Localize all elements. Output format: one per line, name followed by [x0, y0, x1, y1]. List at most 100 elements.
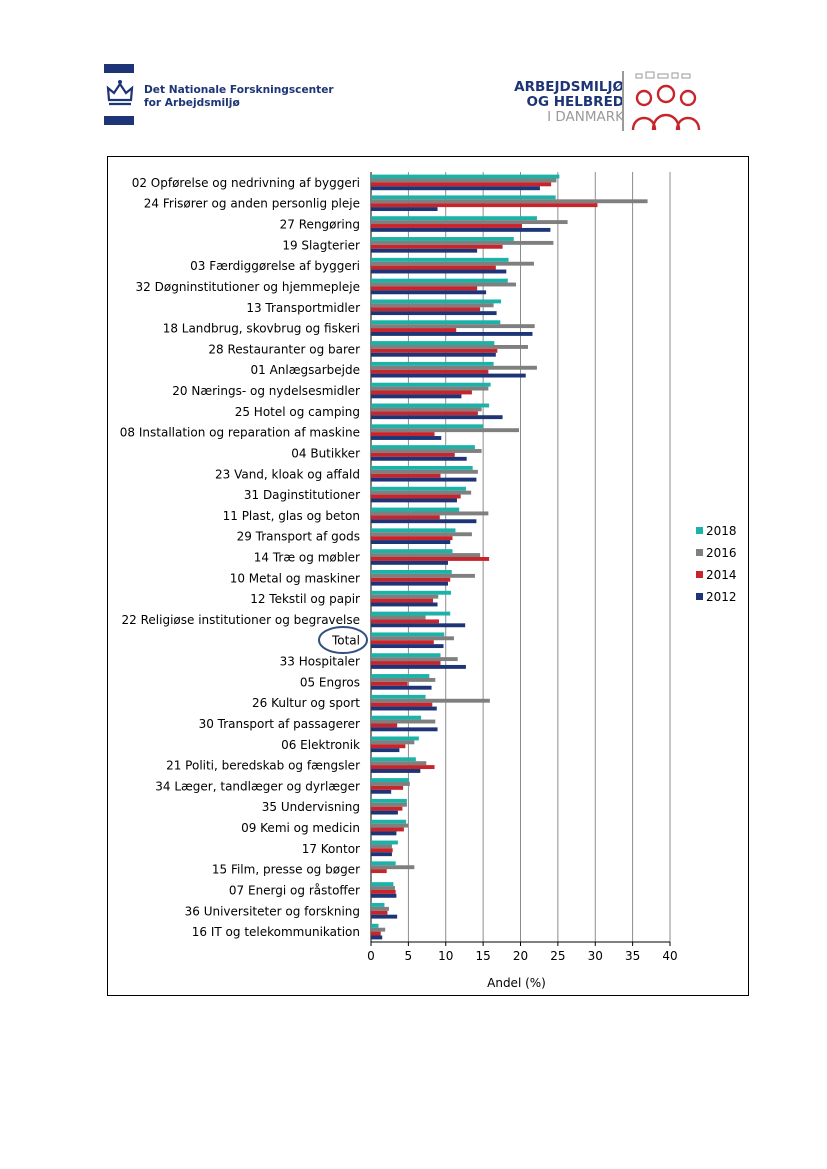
bar-2018 — [371, 715, 422, 720]
bar-2014 — [371, 328, 457, 332]
bar-2018 — [371, 570, 452, 574]
category-label: 12 Tekstil og papir — [250, 592, 360, 606]
category-label: 18 Landbrug, skovbrug og fiskeri — [163, 322, 360, 336]
ahd-title-line2: OG HELBRED — [526, 94, 625, 110]
bar-2018 — [371, 195, 556, 200]
legend-swatch — [696, 593, 703, 600]
bars — [371, 174, 648, 940]
bar-2016 — [371, 636, 454, 641]
ahd-title-line3: I DANMARK — [547, 109, 624, 125]
bar-2016 — [371, 449, 482, 453]
category-label: 09 Kemi og medicin — [241, 821, 360, 835]
bar-2016 — [371, 782, 410, 786]
category-label: 25 Hotel og camping — [235, 405, 360, 419]
x-axis-title: Andel (%) — [487, 976, 546, 990]
category-label: 35 Undervisning — [262, 800, 360, 814]
bar-2012 — [371, 685, 432, 690]
bar-2014 — [371, 286, 478, 291]
x-axis: 0 5 10 15 20 25 30 35 40 Andel (%) — [367, 941, 678, 990]
bar-2012 — [371, 602, 438, 607]
category-label: 29 Transport af gods — [237, 530, 360, 544]
category-label: 21 Politi, beredskab og fængsler — [166, 759, 360, 773]
bar-2018 — [371, 237, 514, 241]
x-tick-label: 40 — [662, 949, 677, 963]
bar-2016 — [371, 906, 389, 911]
bar-2014 — [371, 765, 435, 770]
bar-2012 — [371, 727, 438, 732]
bar-2018 — [371, 320, 501, 325]
bar-2018 — [371, 923, 379, 928]
category-label: 01 Anlægsarbejde — [250, 363, 360, 377]
bar-2016 — [371, 865, 415, 870]
bar-2014 — [371, 806, 403, 811]
bar-2014 — [371, 619, 440, 624]
chart-frame — [107, 156, 749, 996]
x-tick-label: 35 — [625, 949, 640, 963]
bar-2018 — [371, 674, 430, 678]
bar-2014 — [371, 910, 388, 915]
bar-2018 — [371, 216, 537, 221]
bar-2012 — [371, 540, 451, 544]
bar-2012 — [371, 560, 448, 565]
bar-2016 — [371, 573, 475, 578]
bar-2012 — [371, 186, 540, 191]
ahd-title: ARBEJDSMILJØ OG HELBRED I DANMARK — [514, 80, 624, 125]
category-label: 10 Metal og maskiner — [230, 571, 360, 585]
bar-2014 — [371, 203, 598, 208]
bar-2016 — [371, 532, 472, 537]
x-tick-label: 0 — [367, 949, 375, 963]
bar-2018 — [371, 445, 475, 450]
bar-2016 — [371, 615, 426, 620]
category-label: 19 Slagterier — [282, 238, 360, 252]
bar-2014 — [371, 369, 489, 374]
category-label: 31 Daginstitutioner — [244, 488, 360, 502]
bar-2018 — [371, 861, 396, 866]
bar-2016 — [371, 344, 528, 349]
bar-2014 — [371, 827, 404, 832]
bar-2012 — [371, 644, 444, 649]
bar-2016 — [371, 823, 409, 828]
bar-2018 — [371, 757, 416, 762]
bar-2012 — [371, 227, 551, 232]
bar-2012 — [371, 311, 497, 316]
bar-2018 — [371, 424, 484, 429]
bar-2018 — [371, 486, 466, 491]
bar-2014 — [371, 681, 408, 686]
legend-label: 2012 — [706, 590, 737, 604]
category-label: 30 Transport af passagerer — [199, 717, 360, 731]
bar-2018 — [371, 882, 394, 887]
bar-2016 — [371, 927, 386, 932]
crown-icon — [106, 80, 134, 106]
org-name-line1: Det Nationale Forskningscenter — [144, 84, 334, 96]
bar-2016 — [371, 511, 489, 516]
bar-2016 — [371, 594, 439, 599]
category-label: 15 Film, presse og bøger — [212, 863, 360, 877]
logo-stripe-bottom — [104, 116, 134, 125]
legend-item-2014: 2014 — [696, 568, 737, 582]
bar-2018 — [371, 653, 441, 658]
category-label: 02 Opførelse og nedrivning af byggeri — [132, 176, 360, 190]
logo-stripe-top — [104, 64, 134, 73]
bar-2012 — [371, 290, 487, 295]
category-label: 16 IT og telekommunikation — [192, 925, 360, 939]
category-label: 28 Restauranter og barer — [208, 342, 360, 356]
bar-2014 — [371, 723, 398, 728]
bar-2012 — [371, 623, 466, 628]
category-label: 33 Hospitaler — [280, 655, 360, 669]
bar-2018 — [371, 840, 398, 845]
bar-2016 — [371, 802, 407, 807]
category-label: 20 Nærings- og nydelsesmidler — [172, 384, 360, 398]
category-label: 06 Elektronik — [281, 738, 360, 752]
bar-2014 — [371, 702, 433, 707]
legend-swatch — [696, 549, 703, 556]
x-tick-label: 15 — [475, 949, 490, 963]
category-label: 11 Plast, glas og beton — [223, 509, 360, 523]
bar-2016 — [371, 220, 568, 225]
x-tick-label: 20 — [513, 949, 528, 963]
bar-2014 — [371, 432, 435, 437]
bar-2018 — [371, 341, 495, 345]
bar-2014 — [371, 494, 461, 499]
bar-2012 — [371, 852, 392, 857]
bar-2012 — [371, 436, 442, 440]
bar-2014 — [371, 265, 496, 270]
